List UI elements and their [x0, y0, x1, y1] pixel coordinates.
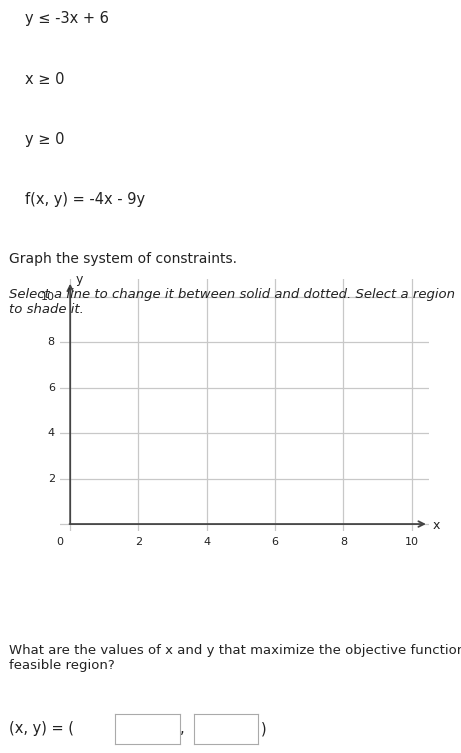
Text: 6: 6: [48, 383, 55, 393]
Text: x ≥ 0: x ≥ 0: [223, 567, 259, 580]
Text: f(x, y) = -4x - 9y: f(x, y) = -4x - 9y: [25, 192, 146, 207]
Text: Graph the system of constraints.: Graph the system of constraints.: [9, 252, 237, 267]
Text: 8: 8: [340, 537, 347, 547]
Text: x ≥ 0: x ≥ 0: [25, 72, 65, 87]
Text: y ≤ -3x + 6: y ≤ -3x + 6: [72, 567, 149, 580]
Text: 4: 4: [47, 428, 55, 438]
Text: ): ): [260, 721, 266, 736]
Text: 2: 2: [47, 474, 55, 483]
Text: y: y: [75, 273, 83, 286]
Text: shade: shade: [212, 609, 259, 623]
Text: 10: 10: [405, 537, 419, 547]
Text: 6: 6: [272, 537, 278, 547]
Text: 4: 4: [203, 537, 210, 547]
Text: 8: 8: [47, 337, 55, 347]
Text: Select a line to change it between solid and dotted. Select a region to shade it: Select a line to change it between solid…: [9, 288, 455, 316]
Text: x: x: [432, 519, 439, 532]
Text: y ≥ 0: y ≥ 0: [332, 567, 368, 580]
Text: 2: 2: [135, 537, 142, 547]
Text: y ≤ -3x + 6: y ≤ -3x + 6: [25, 11, 109, 26]
Text: 0: 0: [56, 537, 64, 547]
Text: ,: ,: [180, 721, 184, 736]
Text: (x, y) = (: (x, y) = (: [9, 721, 74, 736]
Text: 10: 10: [41, 292, 55, 302]
Text: What are the values of x and y that maximize the objective function for the
feas: What are the values of x and y that maxi…: [9, 644, 461, 672]
Text: y ≥ 0: y ≥ 0: [25, 132, 65, 147]
